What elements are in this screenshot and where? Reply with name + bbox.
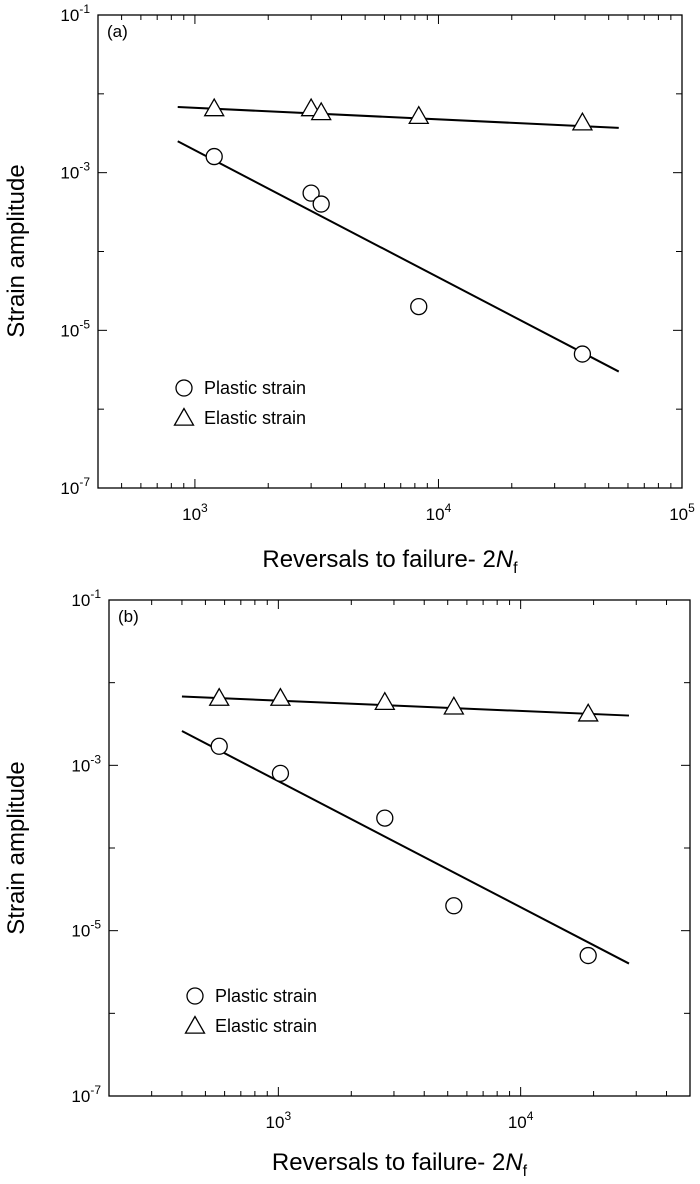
data-point-circle	[573, 345, 592, 363]
legend-label: Elastic strain	[215, 1016, 317, 1036]
series-plastic-strain	[177, 140, 620, 373]
data-point-circle	[376, 809, 394, 827]
data-point-triangle	[203, 97, 225, 117]
y-axis-title: Strain amplitude	[3, 761, 30, 934]
data-point-triangle	[269, 687, 292, 706]
data-point-triangle	[571, 111, 594, 131]
data-point-circle	[302, 184, 320, 202]
fit-line	[177, 140, 620, 373]
series-plastic-strain	[181, 730, 630, 965]
x-tick-label: 104	[426, 501, 452, 524]
x-axis-title: Reversals to failure- 2Nf	[272, 1149, 528, 1180]
data-point-circle	[445, 897, 463, 915]
y-tick-label: 10-5	[71, 918, 101, 941]
data-point-circle	[205, 147, 223, 166]
panel-label: (b)	[118, 607, 139, 626]
legend-label: Plastic strain	[215, 986, 317, 1006]
legend-label: Elastic strain	[204, 408, 306, 428]
x-tick-label: 104	[508, 1109, 534, 1132]
y-tick-label: 10-7	[71, 1083, 101, 1106]
legend-triangle-marker	[184, 1015, 206, 1034]
data-point-circle	[410, 297, 428, 316]
data-point-circle	[312, 195, 330, 213]
y-tick-label: 10-3	[60, 160, 90, 183]
fit-line	[177, 106, 619, 129]
x-tick-label: 105	[669, 501, 695, 524]
x-tick-label: 103	[266, 1109, 292, 1132]
data-point-triangle	[408, 105, 430, 124]
x-tick-label: 103	[182, 501, 208, 524]
y-tick-label: 10-1	[60, 2, 90, 25]
data-point-triangle	[208, 687, 230, 706]
data-point-circle	[271, 764, 290, 782]
legend: Plastic strain Elastic strain	[184, 986, 317, 1036]
series-elastic-strain	[181, 687, 630, 722]
legend-circle-marker	[175, 379, 193, 397]
legend-triangle-marker	[173, 407, 195, 426]
fit-line	[181, 730, 630, 965]
y-axis-title: Strain amplitude	[3, 164, 30, 337]
panel-label: (a)	[107, 22, 128, 41]
legend-circle-marker	[186, 987, 204, 1005]
data-point-circle	[579, 946, 597, 965]
legend-label: Plastic strain	[204, 378, 306, 398]
y-tick-label: 10-3	[71, 752, 101, 775]
data-point-triangle	[443, 696, 465, 715]
data-point-circle	[210, 737, 228, 755]
chart-panel-a: 103 104 105 10-7 10-5 10-3 10-1 Reversals to fa…	[3, 2, 695, 577]
data-point-triangle	[374, 691, 396, 710]
chart-panel-b: 103 104 10-7 10-5 10-3 10-1 Reversals to failu…	[3, 587, 691, 1180]
data-point-triangle	[577, 703, 599, 722]
y-tick-label: 10-1	[71, 587, 101, 610]
fit-line	[181, 695, 630, 717]
series-elastic-strain	[177, 97, 619, 131]
data-point-triangle	[310, 101, 332, 121]
y-tick-label: 10-5	[60, 317, 90, 340]
y-tick-label: 10-7	[60, 475, 90, 498]
legend: Plastic strain Elastic strain	[173, 378, 306, 428]
x-axis-title: Reversals to failure- 2Nf	[262, 546, 518, 577]
